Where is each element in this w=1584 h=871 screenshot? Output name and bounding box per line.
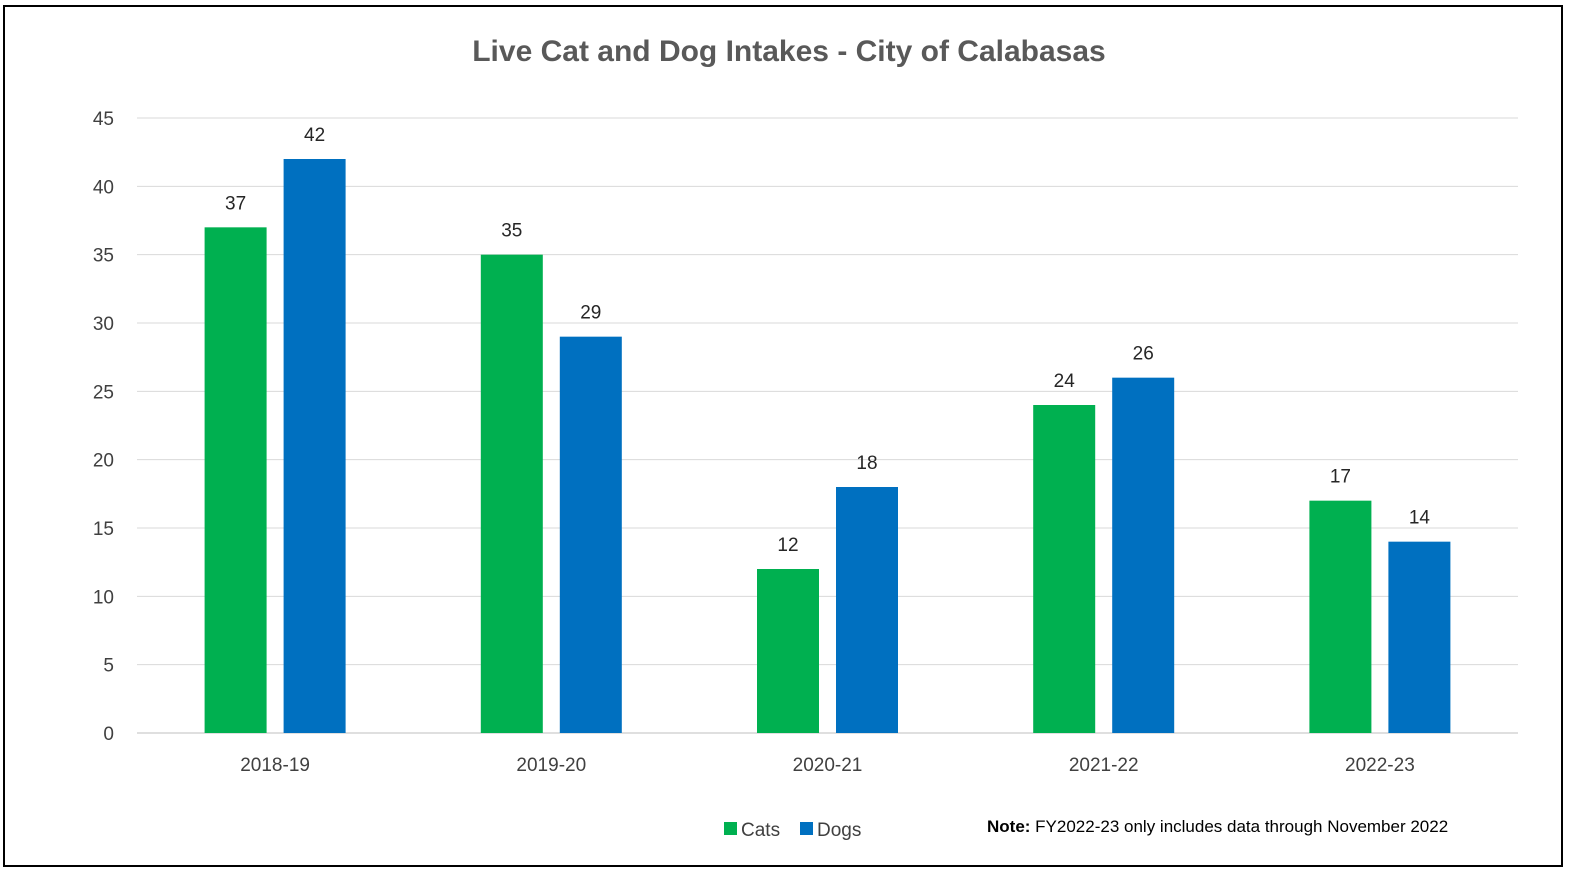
x-tick-label: 2021-22 (1069, 755, 1139, 776)
legend-swatch-cats (724, 822, 737, 835)
bar-dogs-2019-20 (559, 336, 622, 733)
bar-cats-2022-23 (1309, 500, 1372, 733)
data-label: 35 (501, 221, 522, 242)
bar-cats-2021-22 (1033, 405, 1096, 733)
legend-label-cats: Cats (741, 820, 780, 841)
data-label: 29 (580, 303, 601, 324)
y-tick-label: 25 (93, 382, 114, 403)
data-labels: 37 42 35 29 12 18 24 26 17 14 (225, 125, 1430, 556)
y-tick-label: 35 (93, 246, 114, 267)
note-text: FY2022-23 only includes data through Nov… (1030, 817, 1448, 836)
data-label: 17 (1330, 467, 1351, 488)
y-tick-label: 5 (103, 656, 114, 677)
legend-label-dogs: Dogs (817, 820, 861, 841)
data-label: 26 (1133, 344, 1154, 365)
chart-note: Note: FY2022-23 only includes data throu… (987, 817, 1448, 836)
chart-title: Live Cat and Dog Intakes - City of Calab… (472, 35, 1106, 68)
x-tick-label: 2019-20 (516, 755, 586, 776)
y-tick-label: 30 (93, 314, 114, 335)
bar-dogs-2020-21 (836, 487, 898, 733)
y-tick-label: 20 (93, 451, 114, 472)
bar-cats-2020-21 (757, 569, 819, 733)
legend: Cats Dogs (724, 820, 861, 841)
y-axis-ticks: 0 5 10 15 20 25 30 35 40 45 (93, 109, 114, 745)
data-label: 14 (1409, 508, 1431, 529)
note-label: Note: (987, 817, 1030, 836)
y-tick-label: 15 (93, 519, 114, 540)
bar-cats-2019-20 (480, 254, 543, 733)
bars (204, 159, 1451, 734)
data-label: 37 (225, 193, 246, 214)
y-tick-label: 0 (103, 724, 114, 745)
gridlines (137, 117, 1518, 734)
data-label: 18 (856, 453, 877, 474)
y-tick-label: 45 (93, 109, 114, 130)
bar-cats-2018-19 (204, 227, 267, 734)
data-label: 12 (777, 535, 798, 556)
data-label: 24 (1054, 371, 1076, 392)
legend-swatch-dogs (800, 822, 813, 835)
bar-dogs-2018-19 (283, 159, 346, 733)
y-tick-label: 10 (93, 587, 114, 608)
x-tick-label: 2022-23 (1345, 755, 1415, 776)
data-label: 42 (304, 125, 325, 146)
y-tick-label: 40 (93, 177, 114, 198)
x-tick-label: 2018-19 (240, 755, 310, 776)
bar-dogs-2022-23 (1388, 541, 1451, 733)
bar-dogs-2021-22 (1112, 377, 1175, 733)
x-axis-ticks: 2018-19 2019-20 2020-21 2021-22 2022-23 (240, 755, 1415, 776)
x-tick-label: 2020-21 (793, 755, 863, 776)
